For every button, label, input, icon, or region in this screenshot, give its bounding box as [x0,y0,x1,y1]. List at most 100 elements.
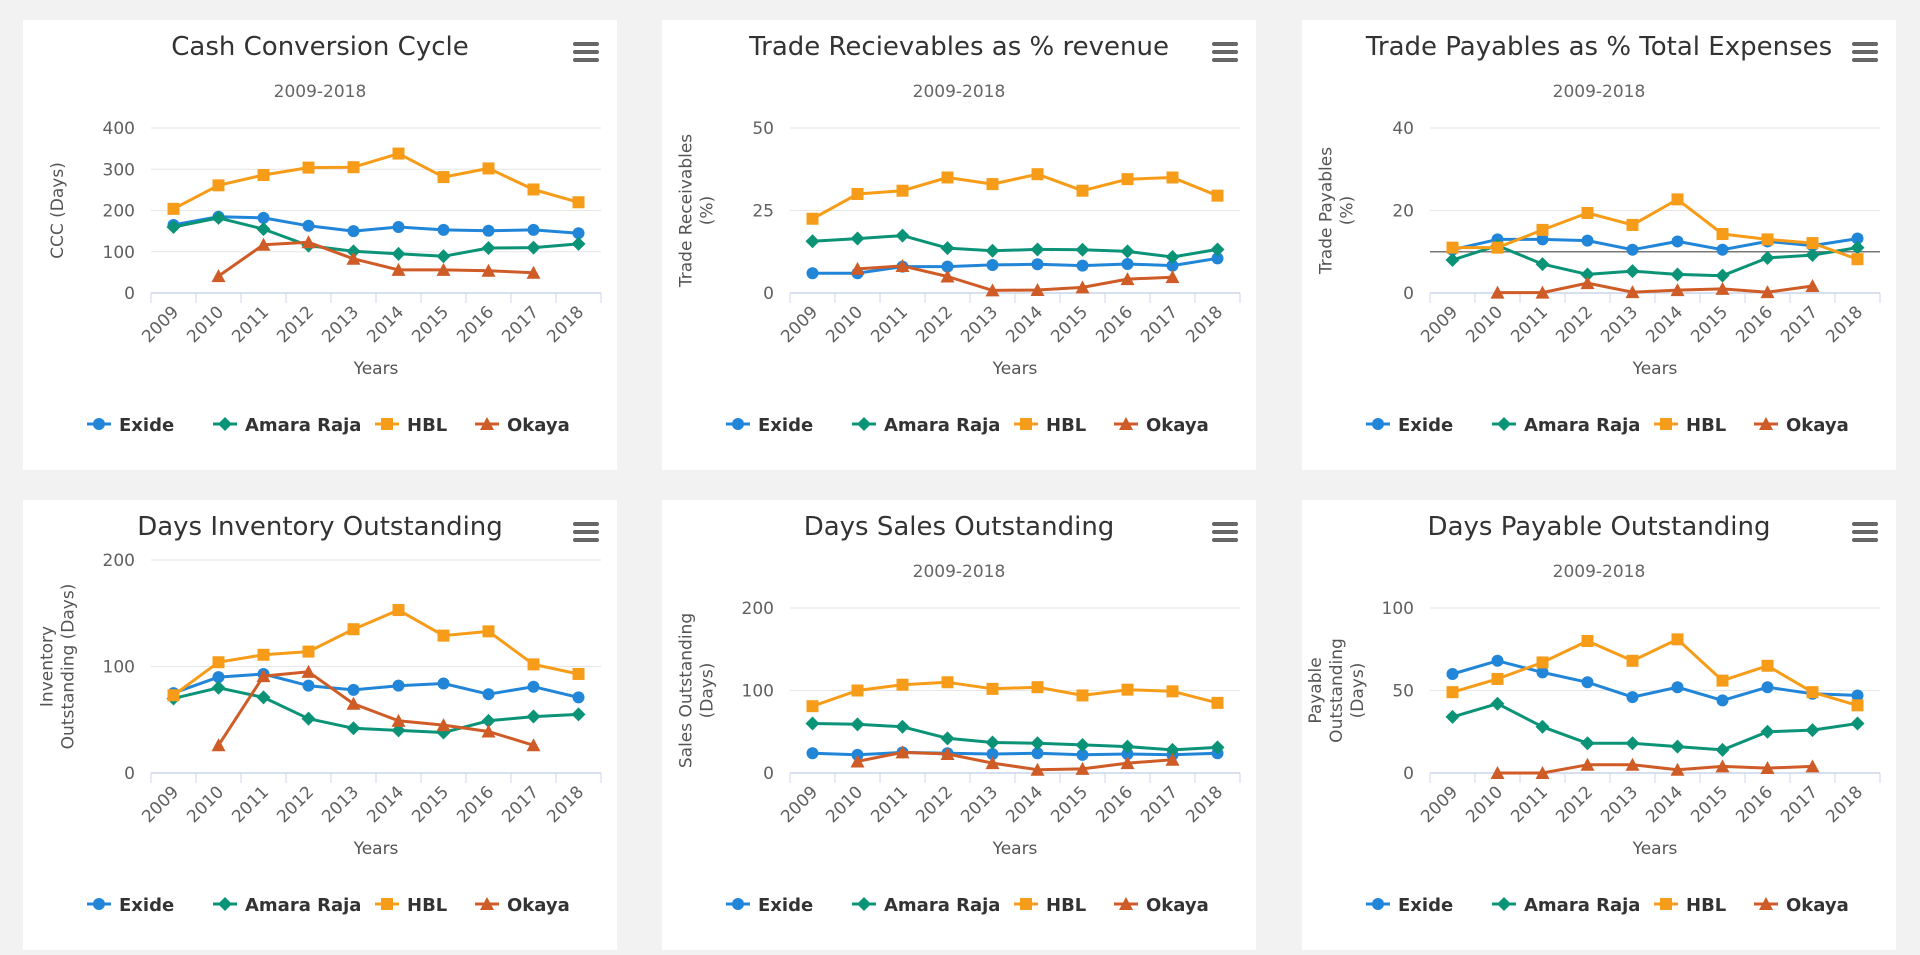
legend-item-exide[interactable]: Exide [1366,895,1453,916]
series-line-okaya[interactable] [1497,281,1813,295]
data-point-amara-raja[interactable] [301,711,316,726]
data-point-hbl[interactable] [1806,686,1819,699]
data-point-amara-raja[interactable] [1165,742,1180,757]
data-point-amara-raja[interactable] [1760,724,1775,739]
data-point-hbl[interactable] [1031,168,1044,181]
data-point-exide[interactable] [302,679,315,692]
data-point-exide[interactable] [1536,666,1549,679]
data-point-okaya[interactable] [1165,752,1180,766]
legend-label[interactable]: HBL [407,415,447,436]
legend-label[interactable]: Exide [119,415,174,436]
series-line-exide[interactable] [812,256,1218,275]
data-point-hbl[interactable] [896,184,909,197]
data-point-hbl[interactable] [1626,218,1639,231]
data-point-hbl[interactable] [257,169,270,182]
data-point-okaya[interactable] [346,251,361,265]
data-point-okaya[interactable] [1030,283,1045,297]
data-point-hbl[interactable] [212,656,225,669]
data-point-amara-raja[interactable] [436,249,451,264]
series-amara-raja[interactable] [166,210,586,264]
data-point-exide[interactable] [1626,691,1639,704]
data-point-hbl[interactable] [1076,184,1089,197]
legend-label[interactable]: Okaya [507,415,570,436]
data-point-okaya[interactable] [301,235,316,249]
data-point-amara-raja[interactable] [895,719,910,734]
series-line-amara-raja[interactable] [1452,702,1858,752]
legend-marker-okaya[interactable] [1119,417,1133,430]
data-point-amara-raja[interactable] [1030,736,1045,751]
data-point-okaya[interactable] [1075,761,1090,775]
legend-label[interactable]: Exide [758,415,813,436]
data-point-okaya[interactable] [526,265,541,279]
data-point-exide[interactable] [392,221,405,233]
series-line-amara-raja[interactable] [173,686,579,734]
data-point-hbl[interactable] [1716,228,1729,241]
data-point-okaya[interactable] [1490,766,1505,779]
legend-marker-amara-raja[interactable] [218,417,232,431]
data-point-exide[interactable] [257,211,270,224]
legend-label[interactable]: HBL [1046,415,1086,436]
data-point-okaya[interactable] [481,724,496,738]
data-point-amara-raja[interactable] [481,241,496,256]
data-point-okaya[interactable] [1760,285,1775,299]
data-point-amara-raja[interactable] [1490,696,1505,711]
data-point-hbl[interactable] [1851,699,1864,712]
series-hbl[interactable] [167,147,585,215]
data-point-hbl[interactable] [257,648,270,661]
data-point-amara-raja[interactable] [985,735,1000,750]
data-point-hbl[interactable] [167,202,180,215]
legend-marker-exide[interactable] [732,898,744,910]
data-point-hbl[interactable] [1671,633,1684,646]
series-line-hbl[interactable] [1452,637,1858,707]
data-point-okaya[interactable] [1120,272,1135,286]
data-point-amara-raja[interactable] [1535,719,1550,734]
data-point-amara-raja[interactable] [1580,267,1595,282]
data-point-exide[interactable] [1211,252,1224,265]
data-point-amara-raja[interactable] [1625,736,1640,751]
legend-item-hbl[interactable]: HBL [1014,415,1086,436]
data-point-okaya[interactable] [301,664,316,678]
data-point-exide[interactable] [572,227,585,240]
chart-menu-icon[interactable] [1212,522,1238,542]
data-point-amara-raja[interactable] [571,236,586,251]
legend-marker-okaya[interactable] [480,417,494,430]
data-point-amara-raja[interactable] [346,244,361,259]
series-amara-raja[interactable] [1445,696,1865,757]
data-point-amara-raja[interactable] [346,721,361,736]
data-point-amara-raja[interactable] [1805,248,1820,263]
legend-item-amara-raja[interactable]: Amara Raja [213,415,361,436]
data-point-amara-raja[interactable] [1850,240,1865,255]
series-line-amara-raja[interactable] [812,722,1218,752]
data-point-hbl[interactable] [1121,683,1134,696]
data-point-amara-raja[interactable] [1760,250,1775,265]
data-point-hbl[interactable] [1166,685,1179,698]
legend-label[interactable]: Amara Raja [1524,895,1640,916]
data-point-hbl[interactable] [986,682,999,695]
data-point-hbl[interactable] [1806,237,1819,250]
data-point-hbl[interactable] [1121,173,1134,186]
data-point-exide[interactable] [1716,694,1729,707]
data-point-amara-raja[interactable] [895,228,910,243]
legend-label[interactable]: Okaya [507,895,570,916]
data-point-exide[interactable] [986,258,999,271]
legend-marker-amara-raja[interactable] [857,897,871,911]
data-point-exide[interactable] [1491,654,1504,667]
legend-label[interactable]: HBL [1686,415,1726,436]
data-point-hbl[interactable] [1761,659,1774,672]
data-point-exide[interactable] [437,223,450,236]
data-point-exide[interactable] [1851,232,1864,245]
data-point-hbl[interactable] [1211,696,1224,709]
data-point-hbl[interactable] [1446,686,1459,699]
data-point-hbl[interactable] [806,700,819,713]
legend-marker-okaya[interactable] [1759,417,1773,430]
legend-item-okaya[interactable]: Okaya [475,895,570,916]
data-point-exide[interactable] [482,224,495,237]
data-point-hbl[interactable] [1581,635,1594,647]
data-point-amara-raja[interactable] [211,210,226,225]
data-point-amara-raja[interactable] [1120,739,1135,754]
data-point-exide[interactable] [437,677,450,690]
data-point-amara-raja[interactable] [256,222,271,237]
data-point-amara-raja[interactable] [850,717,865,732]
data-point-hbl[interactable] [167,689,180,702]
legend-marker-okaya[interactable] [1759,897,1773,910]
